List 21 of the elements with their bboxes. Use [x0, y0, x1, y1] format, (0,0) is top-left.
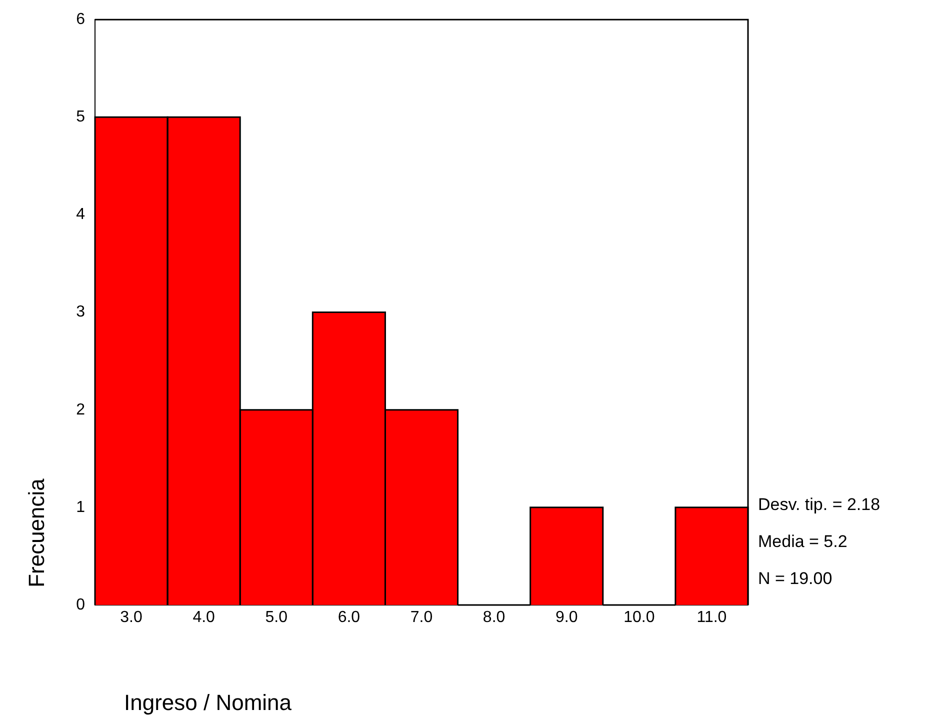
y-axis-title: Frecuencia	[24, 478, 50, 588]
y-tick-label: 4	[76, 206, 86, 224]
y-tick-label: 0	[76, 596, 86, 614]
x-tick-label: 3.0	[120, 609, 142, 626]
y-tick-label: 2	[76, 401, 86, 418]
y-tick-label: 6	[76, 11, 86, 28]
x-tick-label: 10.0	[624, 609, 655, 626]
text: N = 19.00	[758, 569, 832, 589]
x-tick-label: 8.0	[482, 609, 506, 626]
x-tick-label: 7.0	[410, 609, 433, 626]
text: Media = 5.2	[758, 532, 848, 552]
x-tick-label: 11.0	[696, 609, 727, 626]
text: Desv. tip. = 2.18	[758, 495, 880, 515]
x-tick-label: 5.0	[265, 609, 288, 626]
y-tick-label: 3	[76, 304, 86, 321]
x-axis-title: Ingreso / Nomina	[124, 690, 292, 716]
x-tick-label: 9.0	[555, 609, 578, 626]
x-tick-label: 6.0	[338, 609, 360, 626]
y-tick-label: 1	[76, 498, 86, 516]
y-tick-label: 5	[76, 108, 86, 126]
x-tick-label: 4.0	[192, 609, 216, 626]
